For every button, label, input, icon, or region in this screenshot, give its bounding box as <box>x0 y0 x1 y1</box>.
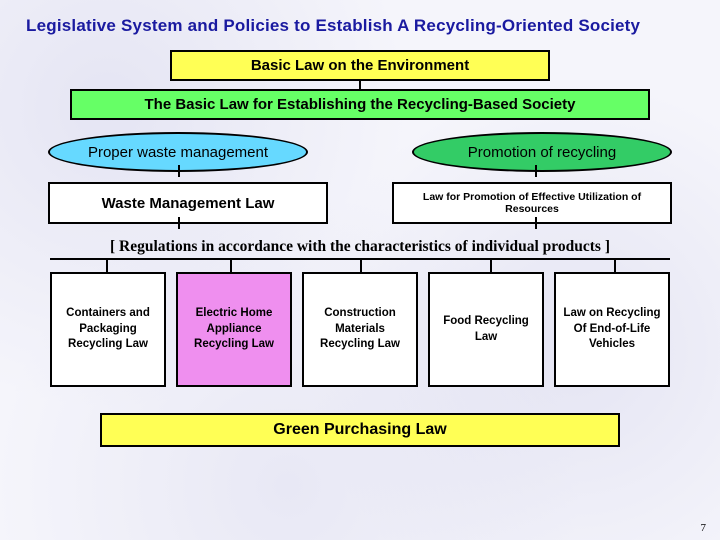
effective-util-law-box: Law for Promotion of Effective Utilizati… <box>392 182 672 224</box>
connector-env-to-recycle <box>359 81 361 89</box>
product-law-box: Containers and Packaging Recycling Law <box>50 272 166 387</box>
connector-ellipse-to-law-left <box>178 217 180 229</box>
basic-recycle-law-box: The Basic Law for Establishing the Recyc… <box>70 89 650 120</box>
basic-env-law-box: Basic Law on the Environment <box>170 50 550 81</box>
page-number: 7 <box>701 522 707 534</box>
connector-recycle-to-left <box>178 165 180 177</box>
product-law-box: Electric Home Appliance Recycling Law <box>176 272 292 387</box>
regulations-label: [ Regulations in accordance with the cha… <box>20 238 700 256</box>
regulations-bracket <box>50 258 670 272</box>
product-law-box: Law on Recycling Of End-of-Life Vehicles <box>554 272 670 387</box>
product-law-box: Food Recycling Law <box>428 272 544 387</box>
connector-recycle-to-right <box>535 165 537 177</box>
bracket-tick <box>360 258 362 272</box>
bracket-tick <box>230 258 232 272</box>
page-title: Legislative System and Policies to Estab… <box>26 16 700 36</box>
green-purchasing-law-box: Green Purchasing Law <box>100 413 620 447</box>
ellipse-promotion: Promotion of recycling <box>412 132 672 172</box>
bracket-tick <box>106 258 108 272</box>
waste-mgmt-law-box: Waste Management Law <box>48 182 328 224</box>
product-law-box: Construction Materials Recycling Law <box>302 272 418 387</box>
connector-ellipse-to-law-right <box>535 217 537 229</box>
bracket-tick <box>490 258 492 272</box>
bracket-tick <box>614 258 616 272</box>
product-laws-row: Containers and Packaging Recycling Law E… <box>50 272 670 387</box>
law-row: Waste Management Law Law for Promotion o… <box>48 182 672 224</box>
ellipse-row: Proper waste management Promotion of rec… <box>48 132 672 172</box>
